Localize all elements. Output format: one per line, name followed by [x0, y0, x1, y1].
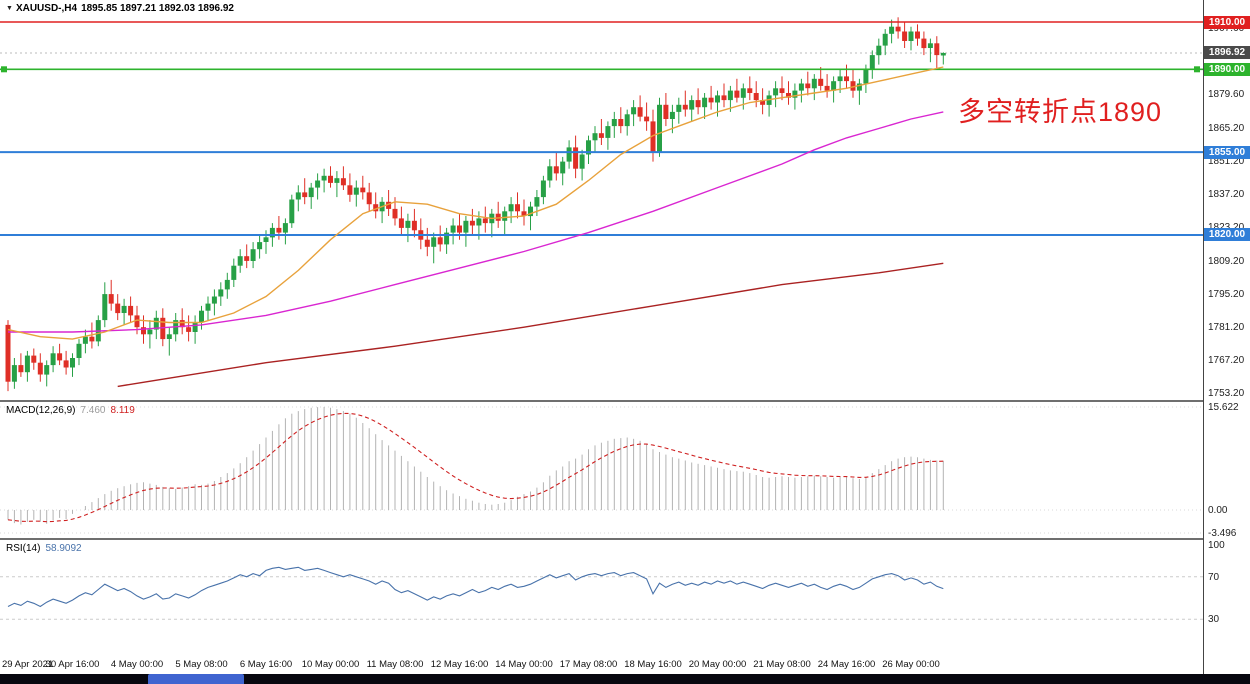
rsi-axis-tick: 100	[1208, 540, 1225, 551]
macd-signal-value: 8.119	[110, 405, 135, 416]
time-label: 11 May 08:00	[366, 659, 424, 670]
level-badge-1910.00: 1910.00	[1204, 15, 1250, 29]
macd-main-value: 7.460	[80, 405, 106, 416]
price-tick: 1795.20	[1208, 288, 1245, 300]
price-tick: 1837.20	[1208, 189, 1245, 201]
time-axis: 29 Apr 2021 30 Apr 16:00 4 May 00:00 5 May …	[0, 656, 1250, 674]
rsi-value: 58.9092	[45, 543, 82, 554]
level-badge-1890.00: 1890.00	[1204, 62, 1250, 76]
time-label: 14 May 00:00	[495, 659, 553, 670]
rsi-axis-tick: 30	[1208, 614, 1220, 626]
panel-separator[interactable]	[0, 538, 1250, 540]
price-tick: 1781.20	[1208, 321, 1245, 333]
macd-panel[interactable]: MACD(12,26,9) 7.460 8.119	[0, 402, 1203, 538]
rsi-label: RSI(14) 58.9092	[6, 543, 82, 554]
price-tick: 1879.60	[1208, 88, 1245, 100]
time-label: 6 May 16:00	[239, 659, 293, 670]
price-tick: 1767.20	[1208, 354, 1245, 366]
time-label: 29 Apr 2021	[2, 659, 54, 670]
rsi-title: RSI(14)	[6, 543, 41, 554]
ohlc-values: 1895.85 1897.21 1892.03 1896.92	[81, 3, 234, 14]
macd-axis-tick: 0.00	[1208, 504, 1228, 516]
price-tick: 1851.20	[1208, 156, 1245, 168]
macd-axis-tick: -3.496	[1208, 528, 1237, 539]
rsi-axis-tick: 70	[1208, 571, 1220, 583]
macd-title: MACD(12,26,9)	[6, 405, 76, 416]
time-label: 24 May 16:00	[817, 659, 876, 670]
panel-separator[interactable]	[0, 400, 1250, 402]
taskbar	[0, 674, 1250, 684]
level-badge-1820.00: 1820.00	[1204, 228, 1250, 242]
time-label: 5 May 08:00	[175, 659, 228, 670]
macd-axis-tick: 15.622	[1208, 402, 1239, 413]
time-label: 20 May 00:00	[688, 659, 747, 670]
macd-label: MACD(12,26,9) 7.460 8.119	[6, 405, 135, 416]
time-label: 17 May 08:00	[559, 659, 618, 670]
rsi-chart[interactable]	[0, 540, 1203, 656]
time-label: 10 May 00:00	[301, 659, 360, 670]
price-panel[interactable]: ▼ XAUUSD-,H4 1895.85 1897.21 1892.03 1896.…	[0, 0, 1203, 400]
candlestick-chart[interactable]	[0, 0, 1203, 400]
macd-chart[interactable]	[0, 402, 1203, 538]
time-label: 12 May 16:00	[430, 659, 489, 670]
current-price-badge: 1896.92	[1204, 46, 1250, 60]
price-tick: 1823.20	[1208, 222, 1244, 233]
price-axis[interactable]: 1907.601879.601865.201851.201837.201823.…	[1203, 0, 1250, 674]
price-tick: 1753.20	[1208, 388, 1245, 399]
time-label: 18 May 16:00	[624, 659, 682, 670]
time-label: 4 May 00:00	[110, 659, 164, 670]
symbol-ohlc-info: ▼ XAUUSD-,H4 1895.85 1897.21 1892.03 1896.…	[6, 3, 238, 14]
chinese-annotation: 多空转折点1890	[958, 97, 1163, 127]
time-label: 26 May 00:00	[882, 659, 940, 670]
symbol-label: XAUUSD-,H4	[15, 3, 78, 14]
price-tick: 1809.20	[1208, 255, 1245, 267]
rsi-panel[interactable]: RSI(14) 58.9092	[0, 540, 1203, 656]
level-badge-1855.00: 1855.00	[1204, 145, 1250, 159]
price-tick: 1865.20	[1208, 123, 1245, 134]
time-label: 21 May 08:00	[753, 659, 811, 670]
symbol-dropdown-icon: ▼	[6, 5, 13, 12]
time-label: 30 Apr 16:00	[45, 659, 100, 670]
taskbar-window-button[interactable]	[148, 674, 244, 684]
